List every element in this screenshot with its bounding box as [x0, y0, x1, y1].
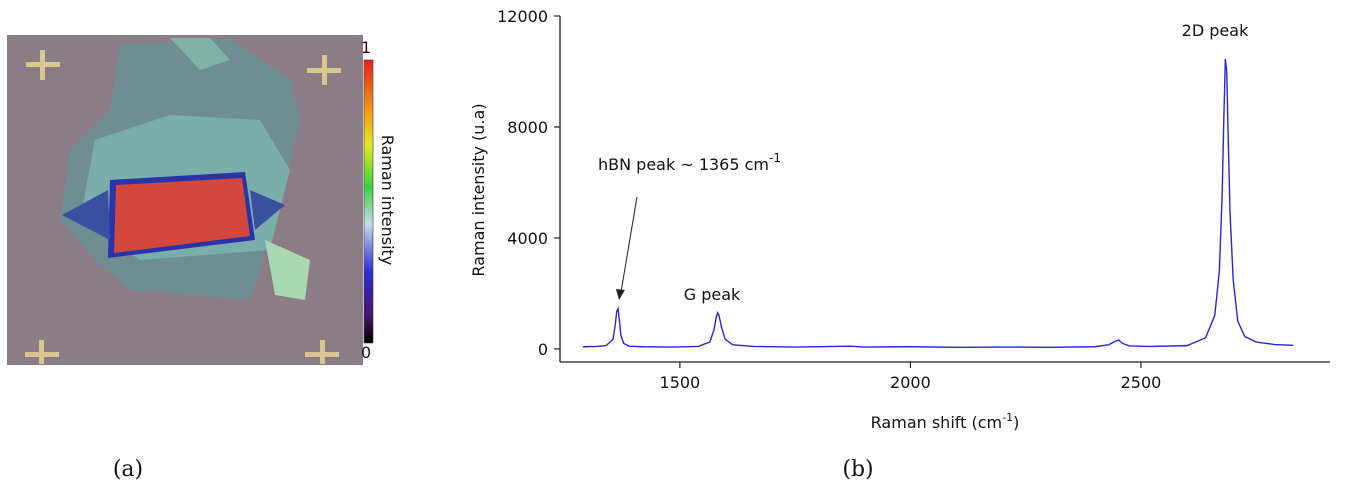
arrow: [620, 196, 638, 293]
y-tick-label: 0: [538, 340, 548, 359]
y-tick-label: 8000: [507, 118, 548, 137]
x-tick-label: 1500: [660, 373, 701, 392]
annotation-sup: -1: [769, 151, 781, 165]
x-tick-label: 2500: [1121, 373, 1162, 392]
y-axis-label: Raman intensity (u.a): [469, 103, 488, 276]
x-axis-label: Raman shift (cm-1): [871, 411, 1020, 432]
x-label-sup: -1: [1002, 411, 1013, 424]
x-label-end: ): [1013, 413, 1019, 432]
caption: (a): [113, 457, 143, 482]
y-tick-label: 4000: [507, 229, 548, 248]
chart: Raman intensity (u.a) Raman shift (cm-1)…: [469, 7, 1330, 482]
colorbar-min: 0: [361, 343, 371, 362]
annotation: G peak: [684, 285, 741, 304]
annotation: 2D peak: [1182, 21, 1249, 40]
colorbar-max: 1: [361, 38, 371, 57]
arrow-head: [616, 289, 625, 300]
colorbar-label: Raman intensity: [378, 135, 397, 266]
spectrum-line: [583, 58, 1294, 348]
x-tick-label: 2000: [890, 373, 931, 392]
colorbar: [363, 59, 374, 344]
x-label-text: Raman shift (cm: [871, 413, 1002, 432]
caption: (b): [842, 457, 873, 482]
annotation: hBN peak ~ 1365 cm-1: [598, 151, 781, 174]
y-tick-label: 12000: [497, 7, 548, 26]
microscope-image: [7, 35, 363, 365]
annotation-text: hBN peak ~ 1365 cm: [598, 155, 769, 174]
